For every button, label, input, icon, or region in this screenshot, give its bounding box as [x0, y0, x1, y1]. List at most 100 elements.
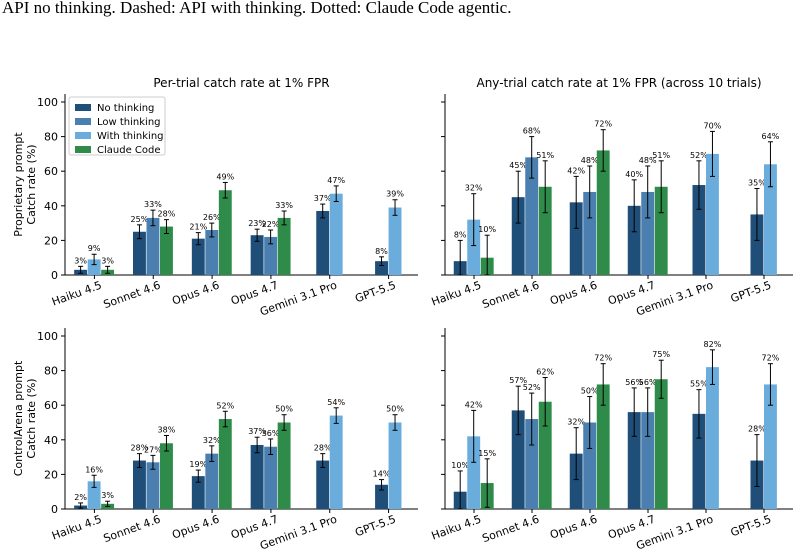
y-tick-label: 100	[37, 330, 58, 343]
y-tick-label: 60	[44, 165, 58, 178]
data-label: 42%	[567, 166, 585, 175]
bar	[316, 460, 330, 509]
x-tick-label: Sonnet 4.6	[102, 279, 163, 312]
bar	[596, 150, 610, 275]
x-tick-label: Sonnet 4.6	[480, 279, 541, 312]
x-tick-label: Opus 4.6	[548, 513, 599, 542]
data-label: 51%	[536, 151, 554, 160]
data-label: 3%	[101, 491, 114, 500]
data-label: 33%	[275, 201, 293, 210]
legend-label: No thinking	[97, 103, 154, 114]
y-tick-label: 40	[44, 200, 58, 213]
data-label: 50%	[386, 405, 404, 414]
data-label: 56%	[625, 378, 643, 387]
data-label: 52%	[523, 383, 541, 392]
data-label: 32%	[203, 436, 221, 445]
data-label: 28%	[314, 444, 332, 453]
x-tick-label: Haiku 4.5	[50, 279, 103, 309]
bar	[596, 384, 610, 509]
bar	[160, 226, 173, 275]
y-axis-label: ControlArena prompt	[12, 360, 25, 476]
bar	[329, 415, 343, 509]
bar	[264, 236, 278, 275]
data-label: 28%	[158, 210, 176, 219]
bar	[375, 261, 388, 275]
bar	[525, 157, 539, 275]
data-label: 3%	[101, 256, 114, 265]
data-label: 33%	[144, 200, 162, 209]
bar	[205, 453, 219, 509]
bar	[264, 446, 278, 509]
bar	[87, 481, 101, 509]
x-tick-label: Opus 4.6	[170, 513, 221, 542]
legend-label: With thinking	[97, 131, 164, 142]
bar	[146, 462, 160, 509]
bar	[750, 214, 764, 275]
data-label: 52%	[216, 401, 234, 410]
data-label: 22%	[262, 220, 280, 229]
bar	[583, 422, 597, 509]
data-label: 16%	[85, 465, 103, 474]
bar	[250, 235, 264, 275]
data-label: 14%	[373, 470, 391, 479]
data-label: 37%	[314, 194, 332, 203]
data-label: 39%	[386, 190, 404, 199]
bar	[250, 444, 264, 509]
data-label: 52%	[690, 151, 708, 160]
bar	[191, 476, 205, 509]
data-label: 10%	[478, 225, 496, 234]
data-label: 28%	[748, 425, 766, 434]
data-label: 8%	[375, 247, 388, 256]
bar	[569, 453, 583, 509]
data-label: 27%	[144, 445, 162, 454]
data-label: 10%	[451, 461, 469, 470]
data-label: 3%	[74, 256, 87, 265]
chart-panel-3: 0 20 40 60 80 100 ControlArena prompt Catch rat…	[12, 328, 418, 553]
data-label: 36%	[262, 429, 280, 438]
data-label: 56%	[639, 378, 657, 387]
data-label: 82%	[704, 340, 722, 349]
bar	[706, 367, 719, 509]
bar	[764, 164, 777, 275]
chart-panel-1: 0 20 40 60 80 100 Per-trial catch rate at 1% F…	[12, 76, 418, 319]
bar	[191, 238, 205, 275]
legend-label: Claude Code	[97, 145, 161, 156]
bar	[654, 379, 668, 509]
y-tick-label: 0	[51, 503, 58, 516]
data-label: 51%	[652, 151, 670, 160]
bar	[569, 202, 583, 275]
bar	[87, 259, 101, 275]
bar	[641, 412, 655, 509]
bar	[218, 419, 232, 509]
data-label: 57%	[509, 376, 527, 385]
legend-swatch	[75, 104, 91, 111]
data-label: 42%	[465, 400, 483, 409]
data-label: 15%	[478, 449, 496, 458]
y-tick-label: 60	[44, 399, 58, 412]
y-tick-label: 20	[44, 234, 58, 247]
bar	[388, 207, 402, 275]
data-label: 32%	[465, 184, 483, 193]
bar	[329, 193, 343, 275]
data-label: 50%	[581, 387, 599, 396]
y-axis-label: Proprietary prompt	[12, 132, 25, 237]
data-label: 47%	[327, 176, 345, 185]
bar	[375, 484, 388, 509]
bar	[467, 219, 481, 275]
y-tick-label: 0	[51, 269, 58, 282]
bar	[641, 191, 655, 275]
bar	[160, 443, 173, 509]
x-tick-label: Opus 4.6	[170, 279, 221, 308]
data-label: 9%	[88, 244, 101, 253]
bar	[627, 412, 641, 509]
data-label: 48%	[581, 156, 599, 165]
bar	[511, 410, 525, 509]
y-tick-label: 80	[44, 365, 58, 378]
x-tick-label: Opus 4.6	[548, 279, 599, 308]
y-tick-label: 40	[44, 434, 58, 447]
x-tick-label: GPT-5.5	[729, 513, 773, 540]
data-label: 35%	[748, 179, 766, 188]
data-label: 38%	[158, 425, 176, 434]
y-axis-label: Catch rate (%)	[25, 378, 38, 458]
